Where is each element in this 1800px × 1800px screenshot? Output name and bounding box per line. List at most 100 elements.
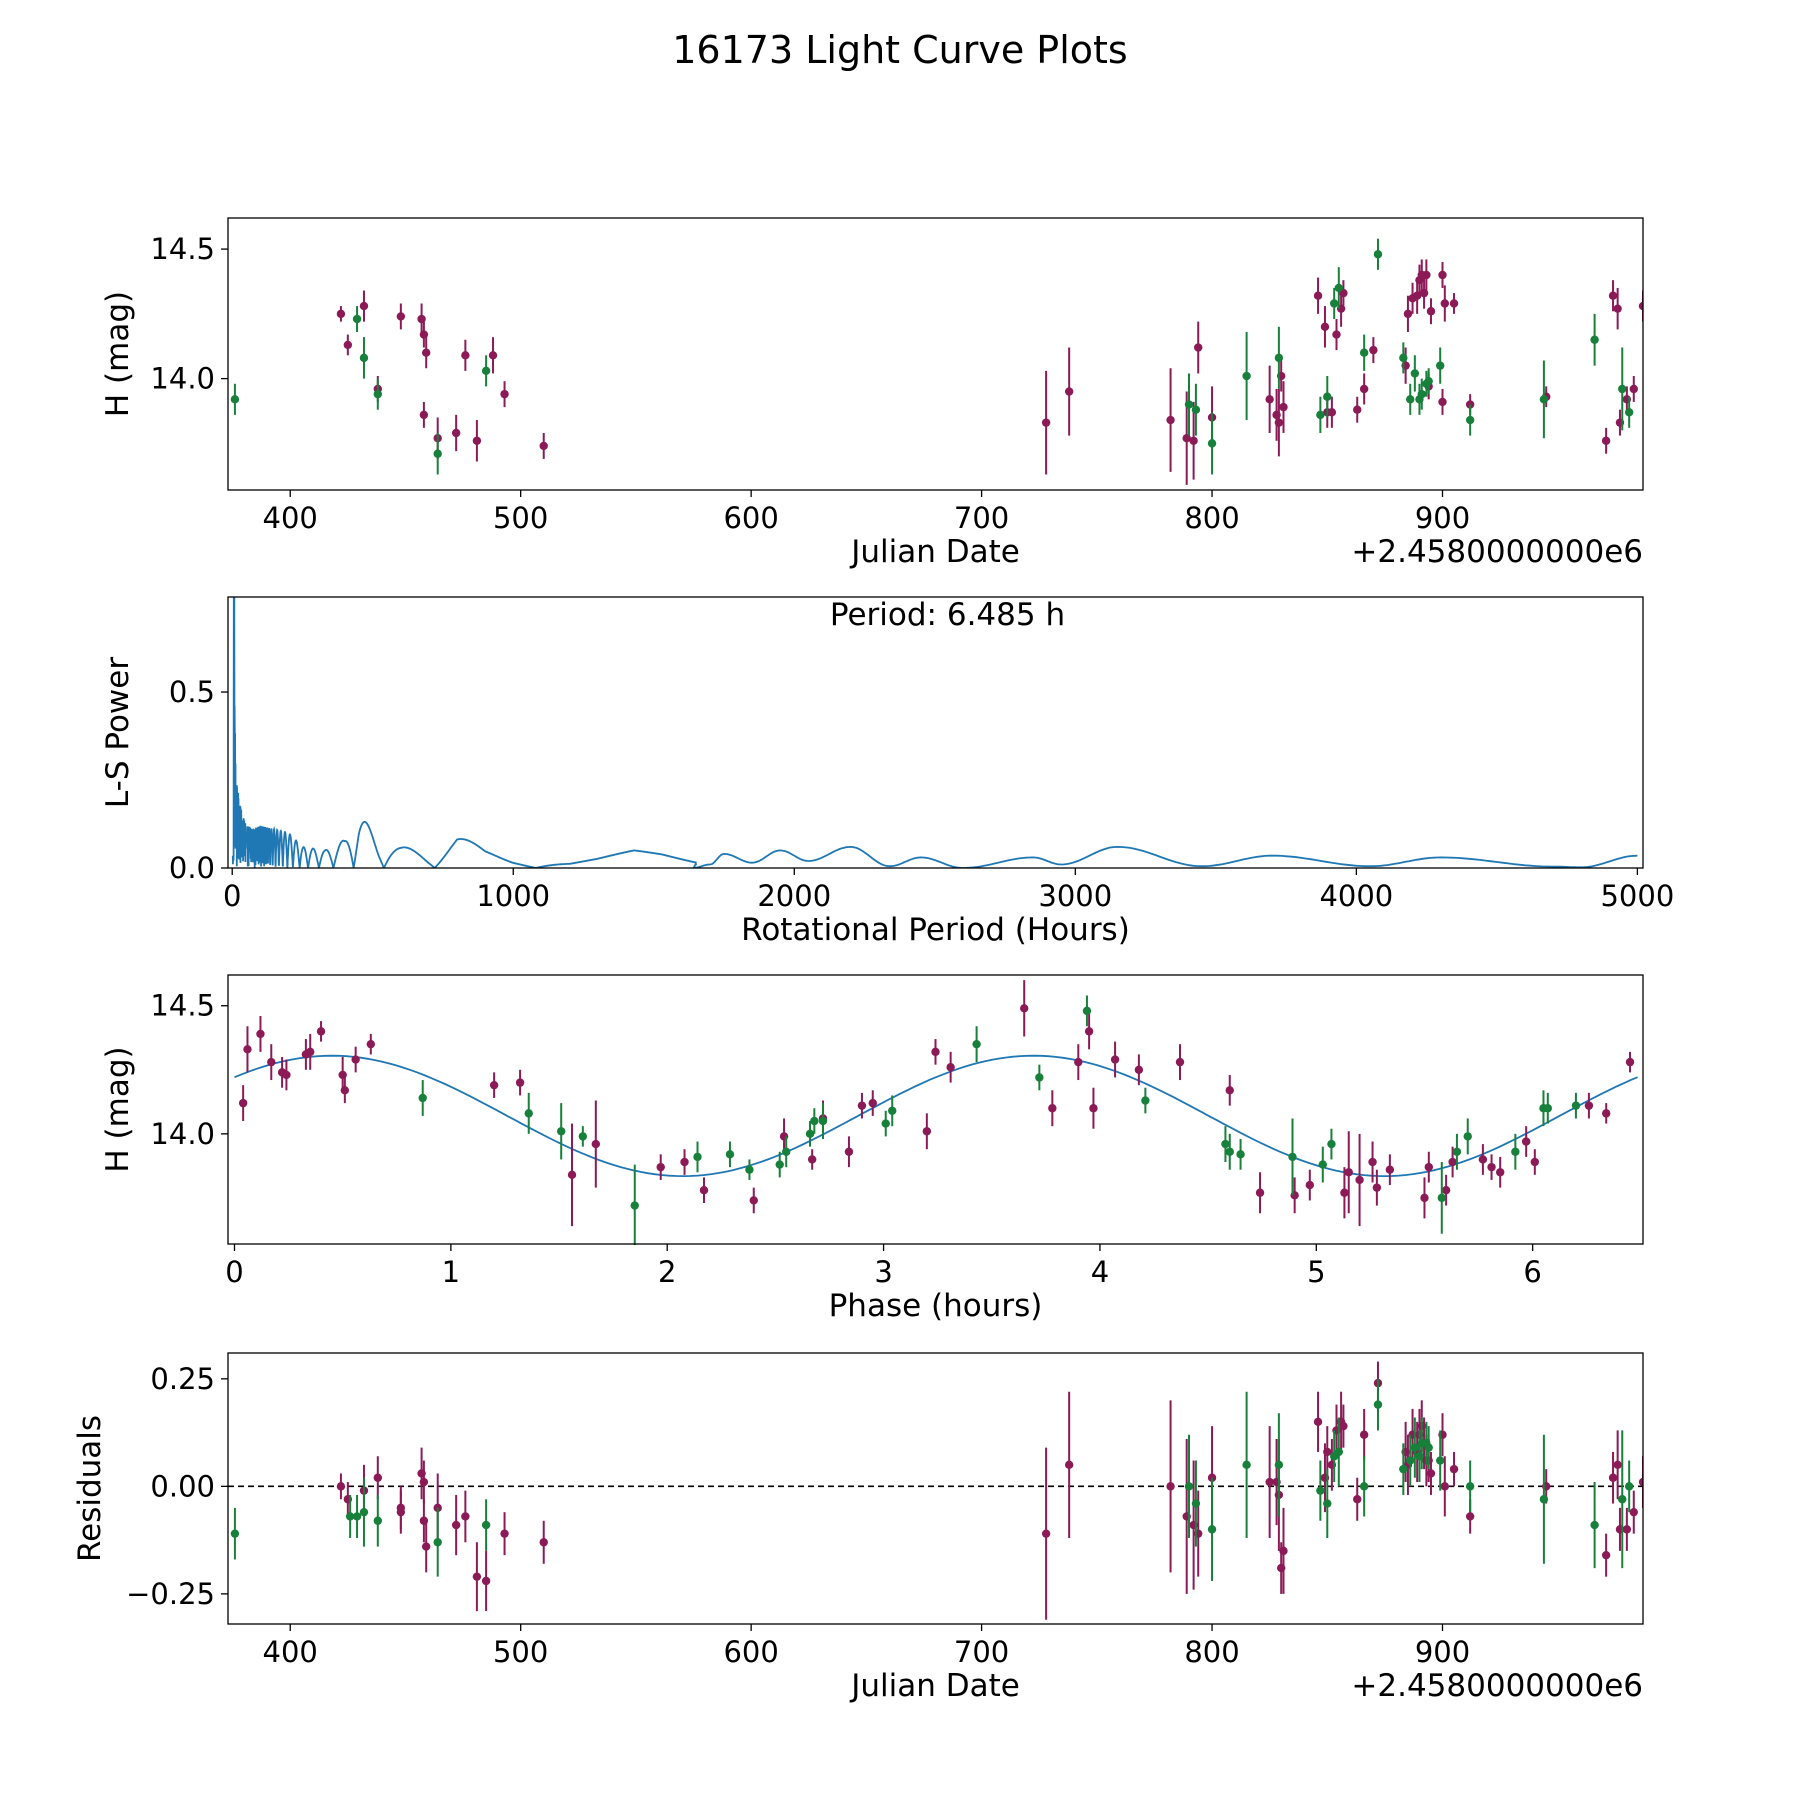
periodogram-series: [231, 597, 1638, 868]
figure-title: 16173 Light Curve Plots: [672, 28, 1128, 72]
y-tick-label: −0.25: [126, 1577, 215, 1611]
data-point-r: [419, 410, 429, 420]
data-point-r: [1422, 270, 1431, 280]
data-point-r: [267, 1057, 276, 1067]
data-point-r: [451, 1520, 461, 1530]
data-point-r: [1265, 1477, 1274, 1487]
data-point-r: [336, 309, 346, 319]
data-point-r: [461, 351, 470, 360]
data-point-g: [230, 1529, 240, 1538]
data-point-g: [373, 1516, 382, 1525]
data-point-r: [1424, 1162, 1434, 1172]
data-point-r: [419, 330, 429, 339]
lightcurve-points: [230, 238, 1643, 485]
data-point-r: [451, 428, 461, 438]
data-point-r: [1613, 304, 1622, 313]
data-point-r: [1189, 436, 1198, 445]
data-point-r: [1048, 1104, 1057, 1113]
data-point-r: [359, 301, 369, 311]
data-point-r: [1225, 1086, 1234, 1095]
data-point-r: [1327, 408, 1337, 417]
y-tick-label: 14.5: [150, 232, 215, 266]
data-point-g: [352, 1512, 362, 1521]
data-point-g: [1221, 1139, 1230, 1149]
data-point-g: [1465, 415, 1475, 425]
data-point-r: [1440, 299, 1450, 308]
x-tick-label: 3: [874, 1255, 892, 1289]
data-point-g: [1373, 250, 1383, 259]
data-point-r: [1601, 436, 1611, 445]
data-point-r: [1419, 288, 1429, 298]
x-tick-label: 800: [1184, 1635, 1239, 1669]
data-point-g: [433, 1538, 442, 1547]
data-point-r: [1274, 418, 1284, 427]
data-point-g: [1316, 1486, 1325, 1495]
data-point-g: [1242, 1460, 1251, 1470]
x-tick-label: 400: [263, 1635, 318, 1669]
data-point-r: [1320, 322, 1330, 331]
data-point-r: [1622, 1525, 1632, 1534]
data-point-r: [1426, 307, 1436, 316]
data-point-g: [1359, 348, 1369, 357]
data-point-g: [1399, 1464, 1408, 1474]
data-point-r: [238, 1098, 248, 1108]
data-point-g: [1618, 1495, 1627, 1504]
data-point-r: [488, 351, 498, 360]
x-tick-label: 6: [1523, 1255, 1541, 1289]
data-point-r: [1279, 402, 1288, 412]
data-point-r: [680, 1157, 689, 1167]
data-point-r: [1344, 1168, 1353, 1177]
data-point-r: [1441, 1186, 1451, 1195]
x-axis-label: Phase (hours): [829, 1288, 1043, 1324]
data-point-r: [1359, 384, 1369, 394]
data-point-g: [1571, 1101, 1581, 1110]
data-point-g: [1543, 1104, 1553, 1113]
data-point-r: [1449, 1464, 1459, 1474]
data-point-r: [857, 1101, 867, 1110]
data-point-r: [1279, 1546, 1288, 1556]
data-point-g: [725, 1150, 735, 1159]
data-point-g: [1539, 395, 1549, 404]
data-point-g: [1184, 400, 1194, 409]
x-tick-label: 2: [658, 1255, 676, 1289]
data-point-g: [556, 1127, 566, 1136]
data-point-g: [1590, 1520, 1599, 1530]
data-point-r: [1385, 1165, 1395, 1174]
data-point-r: [340, 1086, 350, 1095]
data-point-g: [1334, 1447, 1343, 1457]
data-point-r: [1064, 1460, 1074, 1470]
data-point-g: [524, 1109, 533, 1118]
data-point-r: [656, 1162, 665, 1172]
data-point-g: [888, 1106, 897, 1115]
data-point-r: [1182, 433, 1191, 443]
data-point-g: [1465, 1482, 1475, 1491]
residuals-frame: [227, 1352, 1644, 1625]
data-point-r: [1084, 1027, 1094, 1036]
data-point-r: [472, 1572, 482, 1581]
y-axis-label: L-S Power: [100, 657, 136, 808]
x-axis-label: Rotational Period (Hours): [741, 912, 1130, 948]
data-point-r: [1584, 1101, 1594, 1110]
data-point-r: [1629, 1507, 1638, 1517]
data-point-g: [1424, 1443, 1433, 1452]
data-point-g: [1373, 1400, 1383, 1409]
data-point-g: [881, 1119, 890, 1128]
data-point-r: [336, 1482, 346, 1491]
data-point-g: [1406, 395, 1415, 404]
data-point-r: [931, 1047, 940, 1057]
data-point-r: [421, 1542, 431, 1551]
data-point-r: [461, 1512, 470, 1521]
data-point-r: [1465, 1512, 1475, 1521]
period-annotation: Period: 6.485 h: [830, 597, 1065, 633]
data-point-r: [1369, 345, 1378, 355]
data-point-g: [1417, 389, 1426, 399]
data-point-r: [1041, 1529, 1051, 1538]
data-point-r: [256, 1029, 265, 1039]
data-point-g: [1318, 1160, 1327, 1169]
data-point-r: [922, 1127, 932, 1136]
model-fit-curve: [234, 1054, 1638, 1178]
data-point-g: [1191, 405, 1201, 414]
data-point-g: [1184, 1482, 1194, 1491]
data-point-g: [1288, 1152, 1297, 1162]
x-axis-label: Julian Date: [849, 1668, 1020, 1704]
